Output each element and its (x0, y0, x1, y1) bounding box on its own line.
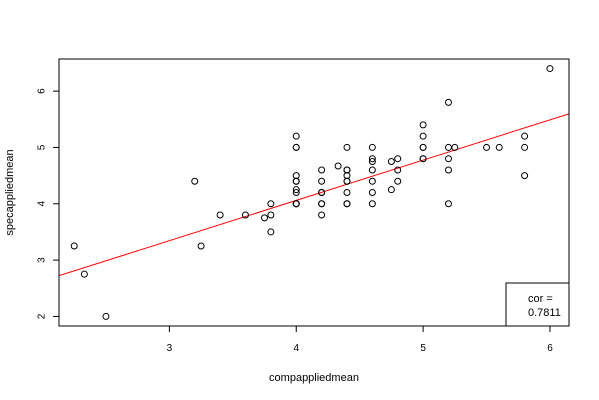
data-point (241, 211, 249, 219)
data-point (521, 132, 529, 140)
data-point (334, 162, 342, 170)
data-point (419, 155, 427, 163)
data-point (267, 211, 275, 219)
data-point (444, 200, 452, 208)
data-point (102, 312, 110, 320)
regression-line (59, 113, 569, 277)
data-point (216, 211, 224, 219)
data-point (387, 186, 395, 194)
data-point (387, 158, 395, 166)
y-tick-label: 3 (37, 257, 48, 263)
data-point (394, 155, 402, 163)
data-point (343, 189, 351, 196)
x-axis-title: compappliedmean (269, 372, 359, 384)
data-point (483, 143, 491, 151)
data-point (80, 270, 88, 278)
y-tick-label: 4 (37, 201, 48, 207)
x-tick-label: 5 (420, 343, 426, 354)
data-point (521, 143, 529, 151)
data-point (343, 143, 351, 151)
data-point (292, 186, 300, 194)
data-point (267, 228, 275, 236)
data-point (419, 143, 427, 151)
data-point (343, 166, 351, 174)
data-point (292, 189, 300, 196)
data-point (444, 98, 452, 106)
x-tick-label: 6 (547, 343, 553, 354)
data-point (343, 177, 351, 185)
plot-frame (58, 58, 570, 327)
data-point (318, 166, 326, 174)
data-point (368, 155, 376, 163)
data-point (318, 211, 326, 219)
data-point (368, 143, 376, 151)
data-point (318, 177, 326, 185)
data-point (292, 200, 300, 208)
data-point (292, 172, 300, 180)
data-point (444, 155, 452, 163)
x-tick-label: 3 (167, 343, 173, 354)
data-point (318, 200, 326, 208)
data-point (495, 143, 503, 151)
data-point (368, 189, 376, 196)
legend-box (505, 282, 570, 327)
y-tick-label: 2 (37, 313, 48, 319)
axes-layer: 3 4 5 6 2 3 4 5 6 (37, 88, 554, 354)
data-point (394, 166, 402, 174)
data-point (267, 200, 275, 208)
legend-value: 0.7811 (528, 307, 561, 319)
data-point (444, 143, 452, 151)
x-tick-label: 4 (293, 343, 299, 354)
points-layer (70, 65, 554, 320)
data-point (368, 158, 376, 166)
data-point (261, 214, 269, 222)
data-point (318, 189, 326, 196)
data-point (368, 200, 376, 208)
data-point (292, 143, 300, 151)
data-point (419, 121, 427, 129)
data-point (394, 177, 402, 185)
y-axis-title: specappliedmean (4, 149, 16, 235)
y-tick-label: 5 (37, 144, 48, 150)
data-point (419, 132, 427, 140)
data-point (368, 177, 376, 185)
y-tick-label: 6 (37, 88, 48, 94)
data-point (451, 143, 459, 151)
data-point (368, 166, 376, 174)
legend: cor = 0.7811 (505, 282, 570, 327)
data-point (292, 177, 300, 185)
data-point (70, 242, 78, 250)
data-point (292, 132, 300, 140)
data-point (191, 177, 199, 185)
data-point (444, 166, 452, 174)
data-point (343, 200, 351, 208)
legend-label: cor = (528, 293, 553, 305)
data-point (343, 172, 351, 180)
data-point (546, 65, 554, 73)
data-point (521, 172, 529, 180)
data-point (197, 242, 205, 250)
plot-layer (59, 113, 569, 277)
